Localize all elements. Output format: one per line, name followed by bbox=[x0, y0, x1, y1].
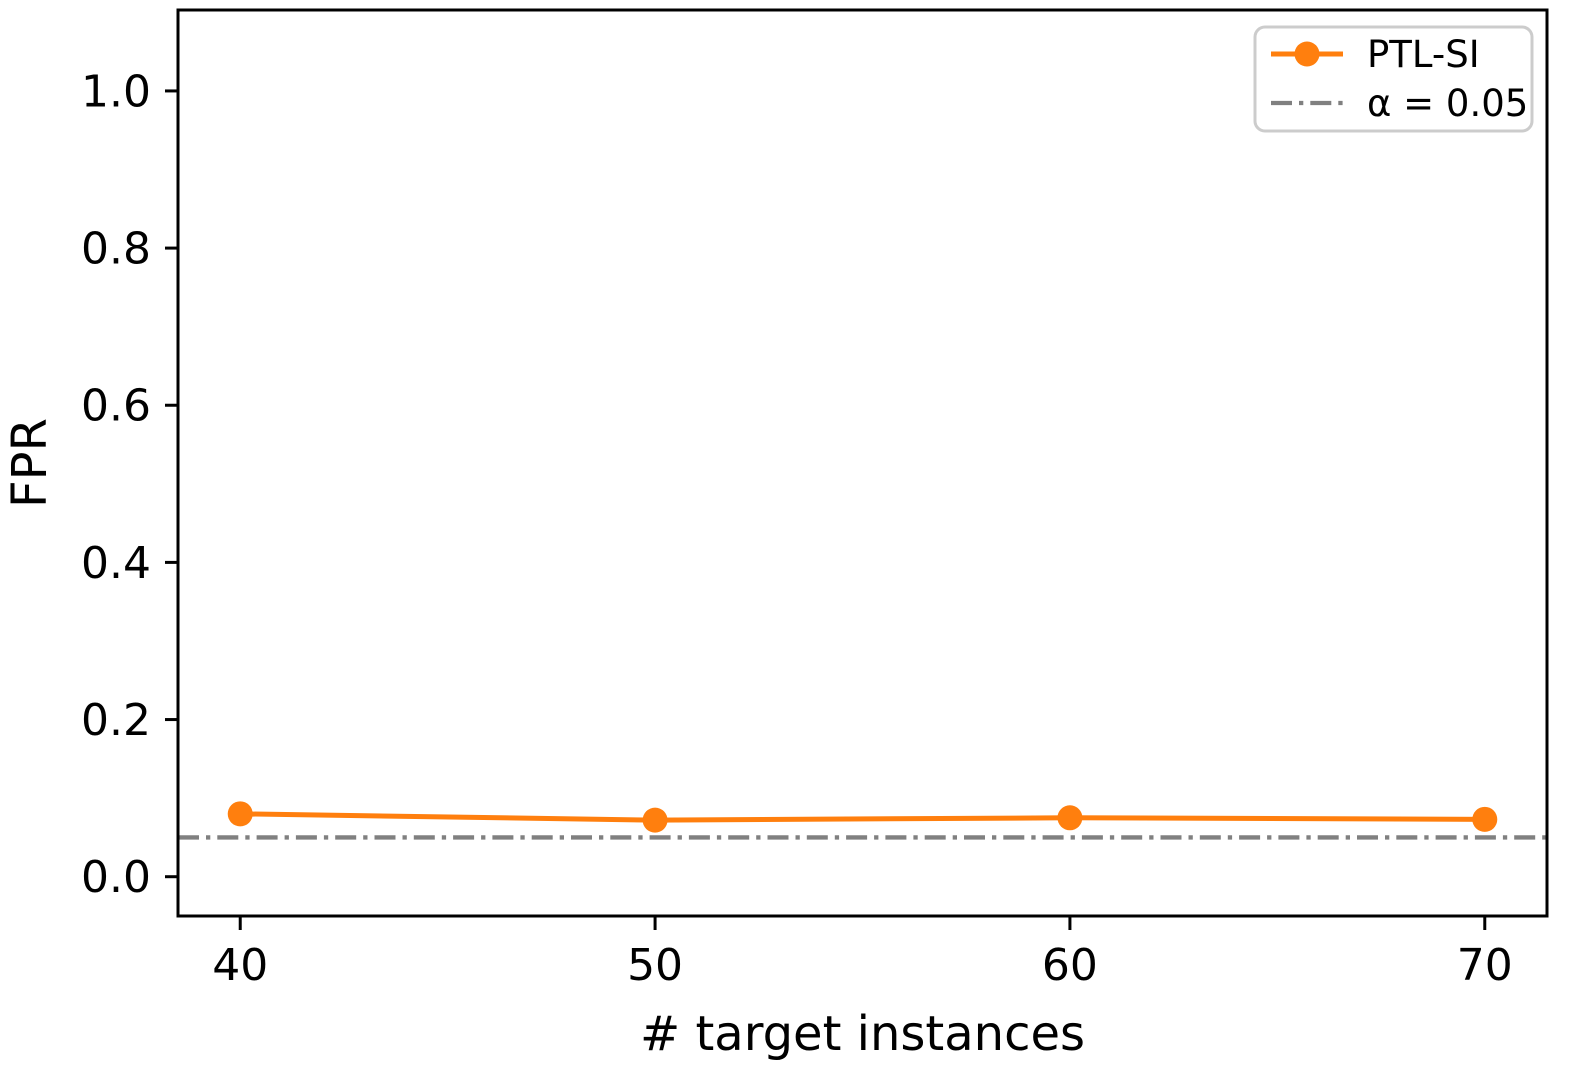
plot-border bbox=[176, 8, 1549, 918]
x-tick-label: 60 bbox=[1042, 940, 1098, 991]
y-tick-label: 0.4 bbox=[81, 538, 151, 589]
x-tick-label: 70 bbox=[1457, 940, 1513, 991]
y-tick-label: 0.8 bbox=[81, 223, 151, 274]
y-tick-label: 0.2 bbox=[81, 695, 151, 746]
legend: PTL-SI α = 0.05 bbox=[1253, 25, 1534, 133]
legend-item-label: α = 0.05 bbox=[1367, 82, 1528, 125]
y-axis-label: FPR bbox=[2, 418, 58, 508]
y-tick-label: 0.0 bbox=[81, 852, 151, 903]
series-line-ptl-si bbox=[237, 811, 1488, 823]
x-axis-label: # target instances bbox=[640, 1006, 1085, 1062]
data-point-marker bbox=[1057, 805, 1083, 831]
data-point-marker bbox=[227, 801, 253, 827]
x-tick-label: 50 bbox=[627, 940, 683, 991]
legend-item-label: PTL-SI bbox=[1367, 33, 1480, 76]
data-point-marker bbox=[1472, 806, 1498, 832]
data-point-marker bbox=[642, 807, 668, 833]
legend-series-marker-sample bbox=[1294, 41, 1320, 67]
y-tick-label: 1.0 bbox=[81, 66, 151, 117]
y-tick-label: 0.6 bbox=[81, 381, 151, 432]
x-tick-label: 40 bbox=[212, 940, 268, 991]
